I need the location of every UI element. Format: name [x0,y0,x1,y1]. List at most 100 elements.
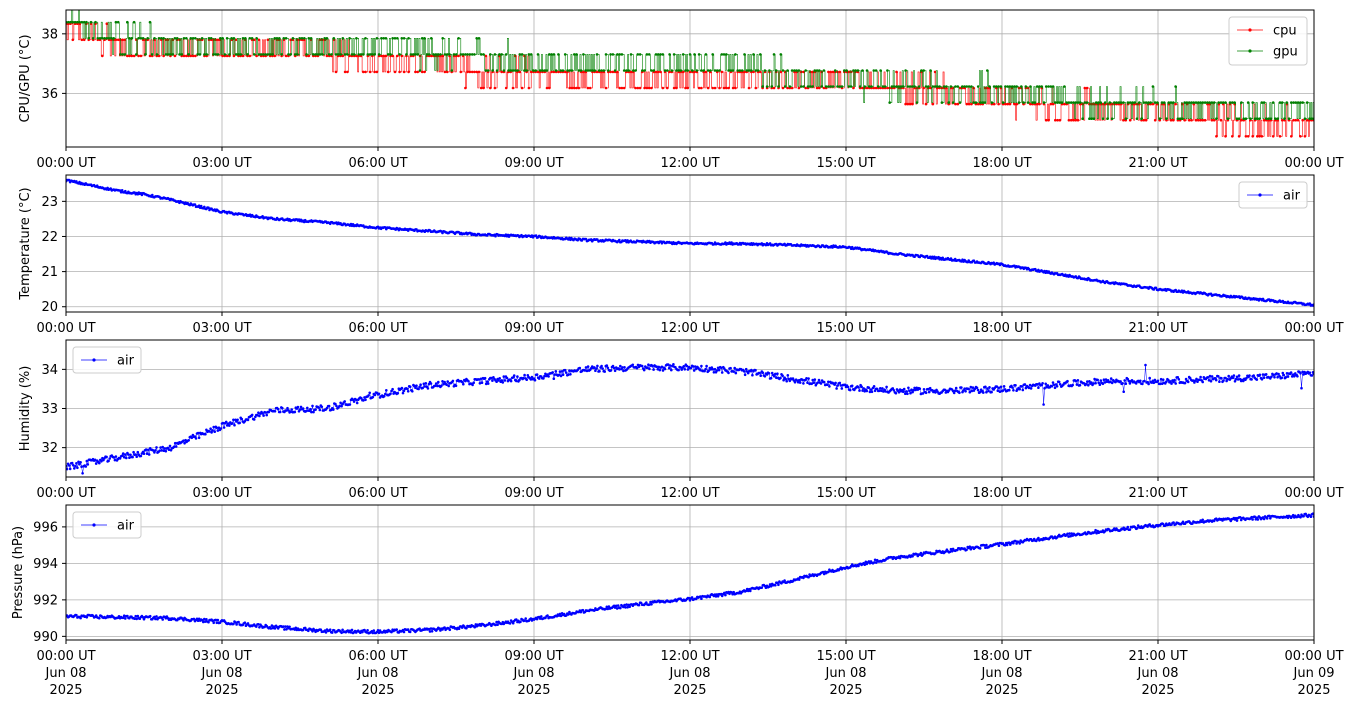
data-point [371,53,374,56]
data-point [627,603,630,607]
data-point [80,38,84,42]
data-point [631,363,635,367]
data-point [550,53,553,56]
data-point [477,378,481,381]
data-point [314,408,317,411]
data-point [1067,101,1071,104]
data-point [659,53,662,56]
data-point [1224,135,1227,138]
data-point [919,551,923,555]
data-point [1209,379,1213,383]
data-point [1252,374,1255,377]
data-point [656,53,660,56]
y-tick-label: 38 [41,27,58,42]
data-point [498,53,501,56]
data-point [1215,117,1218,120]
data-point [1231,135,1234,138]
data-point [477,70,481,74]
data-point [650,86,653,90]
data-point [401,628,405,632]
data-point [997,102,1000,106]
data-point [829,85,832,88]
legend-box [1228,16,1308,66]
data-point [364,398,367,402]
data-point [1121,382,1124,385]
data-point [85,459,89,463]
data-point [324,631,328,634]
data-point [797,69,801,72]
data-point [788,85,792,88]
data-point [879,387,882,390]
data-point [273,54,277,58]
data-point [806,85,810,88]
data-point [751,373,754,377]
data-point [1285,372,1289,375]
data-point [985,543,988,547]
data-point [529,617,533,620]
data-point [1172,118,1175,122]
data-point [874,69,878,72]
data-point [445,70,449,74]
data-point [769,376,773,380]
data-point [493,86,497,90]
data-point [618,368,621,371]
data-point [1251,101,1254,104]
data-point [1261,373,1265,376]
data-point [864,560,868,564]
data-point [1183,381,1187,385]
data-point [554,69,558,72]
data-point [783,579,786,582]
data-point [1235,117,1239,120]
data-point [913,85,916,88]
data-point [187,53,190,56]
data-point [1194,101,1198,104]
data-point [731,592,734,596]
data-point [695,69,699,72]
data-point [779,70,783,74]
data-point [479,86,483,90]
data-point [460,626,464,629]
data-point [945,85,948,88]
data-point [835,387,838,390]
data-point [500,379,504,382]
data-point [881,85,885,88]
data-point [756,69,760,72]
data-point [147,453,151,456]
data-point [1090,381,1093,384]
data-point [992,85,996,88]
legend-marker [1248,49,1252,53]
data-point [722,86,726,90]
data-point [380,37,383,40]
y-tick-label: 996 [33,520,58,535]
data-point [1289,371,1293,374]
data-point [215,621,219,625]
data-point [1174,382,1177,385]
data-point [1144,363,1147,367]
data-point [421,386,425,390]
data-point [365,631,368,634]
data-point [719,366,723,370]
data-point [158,449,161,453]
data-point [495,620,498,624]
data-point [713,86,717,90]
data-point [770,85,773,88]
data-point [189,37,193,40]
data-point [312,410,315,414]
data-point [697,86,701,90]
data-point [200,37,204,40]
data-point [1069,534,1072,538]
data-point [405,53,408,56]
data-point [796,380,800,384]
data-point [261,215,264,218]
data-point [790,69,794,72]
data-point [252,418,256,421]
data-point [795,69,798,72]
legend-label: gpu [1273,45,1298,60]
data-point [124,617,127,620]
data-point [904,69,907,72]
data-point [1201,101,1205,104]
data-point [234,53,238,56]
data-point [373,70,376,74]
data-point [886,86,889,90]
data-point [103,37,106,40]
